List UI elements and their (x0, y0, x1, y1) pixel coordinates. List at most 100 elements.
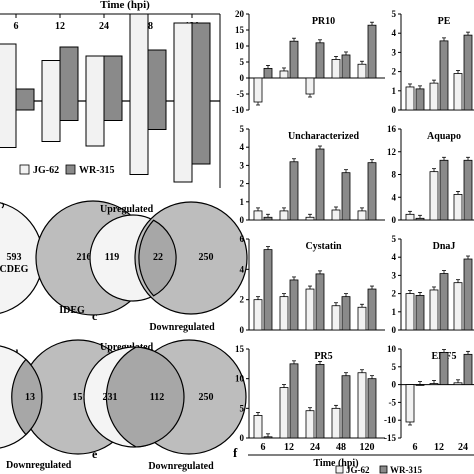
qpcr-panel-title: PR5 (314, 351, 332, 362)
venn-row1-right-panel-letter: c (92, 309, 98, 323)
qpcr-bar-wr315 (289, 161, 299, 221)
qpcr-y-tick-label: 10 (235, 374, 245, 384)
venn-row1-left-right-value: 216 (77, 252, 92, 263)
qpcr-bar-jg62 (357, 210, 367, 221)
qpcr-y-tick-label: 0 (392, 325, 397, 335)
qpcr-bar-wr315 (341, 296, 351, 331)
qpcr-panel-title: Cystatin (305, 241, 342, 252)
qpcr-bar-jg62 (405, 86, 415, 111)
qpcr-x-tick-label: 12 (284, 442, 294, 453)
qpcr-x-tick-label: 6 (413, 442, 418, 453)
qpcr-bar-jg62 (279, 210, 289, 221)
qpcr-bar-wr315 (463, 159, 473, 221)
qpcr-y-tick-label: 4 (392, 192, 397, 202)
venn-row1-right-right-value: 250 (199, 252, 214, 263)
venn-row2-right-right-value: 250 (199, 392, 214, 403)
qpcr-bar-jg62 (405, 384, 415, 423)
qpcr-y-tick-label: 1 (392, 307, 397, 317)
qpcr-bar-wr315 (315, 273, 325, 331)
top-chart-bar-wr315 (103, 55, 123, 121)
top-chart-bar-wr315 (15, 88, 35, 111)
qpcr-y-tick-label: 0 (392, 380, 397, 390)
qpcr-y-tick-label: 8 (392, 170, 397, 180)
qpcr-bar-wr315 (341, 375, 351, 439)
qpcr-bar-jg62 (253, 210, 263, 221)
qpcr-y-tick-label: 16 (387, 124, 397, 134)
qpcr-bar-jg62 (429, 383, 439, 386)
qpcr-y-tick-label: 1 (240, 197, 245, 207)
top-chart-bar-jg62 (85, 55, 105, 147)
qpcr-bar-jg62 (305, 410, 315, 439)
top-chart-bar-wr315 (147, 49, 167, 130)
legend-label-wr315: WR-315 (79, 165, 115, 176)
qpcr-y-tick-label: 4 (392, 252, 397, 262)
qpcr-bar-jg62 (279, 70, 289, 79)
legend-label-jg62: JG-62 (33, 165, 59, 176)
qpcr-y-tick-label: 6 (240, 234, 245, 244)
qpcr-bar-wr315 (263, 249, 273, 331)
qpcr-panel-uncharacterized: Uncharacterized 5 4 3 2 1 0 (240, 124, 385, 225)
qpcr-bar-jg62 (305, 216, 315, 221)
qpcr-bar-jg62 (331, 407, 341, 439)
qpcr-y-tick-label: 5 (240, 57, 245, 67)
qpcr-panel-title: Aquapo (427, 131, 461, 142)
venn-row2-right-overlap (105, 346, 185, 448)
qpcr-y-tick-label: 3 (392, 47, 397, 57)
qpcr-bar-jg62 (253, 415, 263, 439)
qpcr-bar-jg62 (279, 387, 289, 439)
legend-swatch-jg62 (19, 164, 30, 175)
qpcr-bar-wr315 (463, 353, 473, 385)
qpcr-x-tick-label: 6 (261, 442, 266, 453)
top-chart-bar-wr315 (59, 46, 79, 121)
qpcr-y-tick-label: 20 (235, 9, 245, 19)
venn-row1-left-bottom-label: IDEG (59, 305, 85, 316)
top-chart-bar-wr315 (191, 22, 211, 165)
qpcr-bar-wr315 (415, 295, 425, 331)
qpcr-bar-jg62 (405, 213, 415, 221)
top-chart-bar-jg62 (41, 60, 61, 142)
qpcr-y-tick-label: 4 (392, 28, 397, 38)
qpcr-xlabel: Time (hpi) (313, 458, 358, 469)
qpcr-bar-wr315 (367, 288, 377, 331)
qpcr-panels: PR1020151050-5-10PE543210Uncharacterized… (232, 9, 474, 453)
qpcr-x-tick-label: 120 (360, 442, 375, 453)
qpcr-y-tick-label: -10 (384, 415, 396, 425)
qpcr-y-tick-label: 0 (240, 215, 245, 225)
qpcr-bar-wr315 (367, 378, 377, 439)
top-chart-tick-label: 6 (14, 21, 19, 32)
venn-row2-right-overlap-value: 112 (150, 392, 164, 403)
venn-row1-right-left-value: 119 (105, 252, 119, 263)
qpcr-bar-wr315 (315, 148, 325, 221)
qpcr-legend-label-jg62: JG-62 (346, 465, 370, 474)
qpcr-y-tick-label: -10 (232, 105, 244, 115)
venn-row1-right-overlap (138, 219, 177, 297)
qpcr-panel-cystatin: Cystatin 6 4 2 0 (240, 234, 385, 335)
qpcr-panel-aquapo: Aquapo 16 12 8 4 0 (387, 124, 474, 225)
qpcr-bar-wr315 (415, 217, 425, 221)
top-chart-tick-label: 24 (99, 21, 109, 32)
qpcr-x-tick-label: 24 (310, 442, 320, 453)
qpcr-y-tick-label: 3 (392, 270, 397, 280)
qpcr-bar-wr315 (315, 42, 325, 79)
venn-row1-right: Upregulated 119 22 250 Downregulated c (89, 201, 248, 333)
qpcr-bar-jg62 (279, 296, 289, 331)
qpcr-bar-wr315 (289, 279, 299, 331)
qpcr-y-tick-label: 4 (240, 264, 245, 274)
qpcr-bar-jg62 (253, 299, 263, 331)
venn-row2-right-left-value: 231 (103, 392, 118, 403)
qpcr-panel-pe: PE 5 4 3 2 1 0 (392, 9, 474, 115)
qpcr-panel-title: PR10 (312, 16, 335, 27)
qpcr-y-tick-label: -15 (384, 433, 396, 443)
qpcr-bar-jg62 (331, 209, 341, 221)
qpcr-bar-wr315 (263, 68, 273, 79)
legend-swatch-wr315 (65, 164, 76, 175)
qpcr-y-tick-label: 0 (392, 215, 397, 225)
qpcr-y-tick-label: 2 (392, 67, 397, 77)
venn-row2-left-overlap-value: 13 (25, 392, 35, 403)
qpcr-bar-wr315 (263, 216, 273, 221)
venn-row2-left-right-value: 151 (73, 392, 88, 403)
venn-row1-right-bottom-label: Downregulated (149, 322, 215, 333)
qpcr-bar-wr315 (463, 34, 473, 111)
top-chart-bar-jg62 (173, 22, 193, 183)
